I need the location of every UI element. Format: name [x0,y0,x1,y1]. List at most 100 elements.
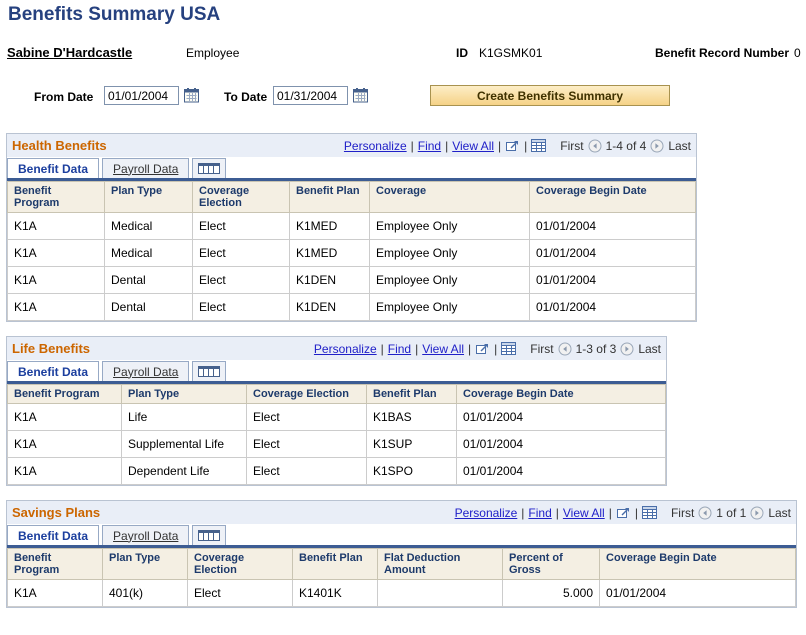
download-grid-icon[interactable] [501,342,517,355]
from-date-calendar-icon[interactable] [184,88,200,103]
from-date-input[interactable] [104,86,179,105]
last-link[interactable]: Last [668,138,691,153]
first-link[interactable]: First [560,138,584,153]
life-benefits-table: Benefit Program Plan Type Coverage Elect… [7,384,666,485]
tab-benefit-data[interactable]: Benefit Data [7,158,100,178]
row-range: 1-4 of 4 [605,138,647,153]
cell: Medical [104,239,193,267]
cell: K1A [7,239,105,267]
last-link[interactable]: Last [638,341,661,356]
previous-arrow-icon[interactable] [558,342,572,356]
column-header: Coverage Begin Date [529,181,696,213]
find-link[interactable]: Find [417,138,442,153]
zoom-grid-icon[interactable] [616,506,631,520]
id-value: K1GSMK01 [479,46,543,60]
show-all-columns-tab[interactable] [192,158,227,178]
last-link[interactable]: Last [768,505,791,520]
cell: Dental [104,266,193,294]
cell: K1A [7,266,105,294]
cell: 01/01/2004 [529,293,696,321]
download-grid-icon[interactable] [641,506,657,519]
zoom-grid-icon[interactable] [505,139,520,153]
find-link[interactable]: Find [387,341,412,356]
table-header-row: Benefit Program Plan Type Coverage Elect… [7,548,796,580]
savings-grid-header-bar: Savings Plans Personalize | Find | View … [7,501,796,524]
tab-payroll-data[interactable]: Payroll Data [102,525,190,545]
savings-plans-section: Savings Plans Personalize | Find | View … [6,500,797,608]
next-arrow-icon[interactable] [620,342,634,356]
cell: K1A [7,212,105,240]
grid-columns-icon [198,163,221,174]
zoom-grid-icon[interactable] [475,342,490,356]
cell: K1A [7,403,122,431]
cell: K1A [7,293,105,321]
next-arrow-icon[interactable] [650,139,664,153]
tab-payroll-data[interactable]: Payroll Data [102,361,190,381]
cell: Elect [246,457,367,485]
column-header: Benefit Plan [366,384,457,404]
table-row: K1A Dental Elect K1DEN Employee Only 01/… [7,293,696,321]
separator: | [524,138,528,153]
section-title-health: Health Benefits [12,138,107,153]
cell: Elect [192,212,290,240]
create-benefits-summary-button[interactable]: Create Benefits Summary [430,85,670,106]
table-header-row: Benefit Program Plan Type Coverage Elect… [7,181,696,213]
page-header: Benefits Summary USA Sabine D'Hardcastle… [0,0,806,133]
cell: Employee Only [369,239,530,267]
employee-type-label: Employee [186,46,240,60]
separator: | [608,505,612,520]
cell: 01/01/2004 [456,430,666,458]
cell: K1SUP [366,430,457,458]
column-header: Coverage [369,181,530,213]
show-all-columns-tab[interactable] [192,361,227,381]
section-title-savings: Savings Plans [12,505,101,520]
next-arrow-icon[interactable] [750,506,764,520]
view-all-link[interactable]: View All [422,341,465,356]
table-row: K1A Dependent Life Elect K1SPO 01/01/200… [7,457,666,485]
first-link[interactable]: First [530,341,554,356]
cell: Elect [192,293,290,321]
cell: Elect [246,403,367,431]
previous-arrow-icon[interactable] [588,139,602,153]
find-link[interactable]: Find [528,505,552,520]
cell: K1MED [289,212,370,240]
benefit-record-number-value: 0 [794,46,801,60]
cell: 01/01/2004 [529,266,696,294]
cell: 01/01/2004 [456,457,666,485]
life-benefits-section: Life Benefits Personalize | Find | View … [6,336,667,486]
separator: | [410,138,414,153]
personalize-link[interactable]: Personalize [343,138,407,153]
view-all-link[interactable]: View All [562,505,605,520]
cell [377,579,503,607]
previous-arrow-icon[interactable] [698,506,712,520]
id-label: ID [456,46,468,60]
health-benefits-section: Health Benefits Personalize | Find | Vie… [6,133,697,322]
page-title: Benefits Summary USA [8,4,221,25]
to-date-input[interactable] [273,86,348,105]
cell: Employee Only [369,212,530,240]
tab-benefit-data[interactable]: Benefit Data [7,525,100,545]
first-link[interactable]: First [670,505,695,520]
personalize-link[interactable]: Personalize [313,341,377,356]
to-date-calendar-icon[interactable] [353,88,369,103]
download-grid-icon[interactable] [531,139,547,152]
column-header: Flat Deduction Amount [377,548,503,580]
column-header: Coverage Begin Date [599,548,796,580]
separator: | [415,341,419,356]
tab-benefit-data[interactable]: Benefit Data [7,361,100,381]
section-title-life: Life Benefits [12,341,91,356]
grid-columns-icon [198,366,221,377]
view-all-link[interactable]: View All [452,138,495,153]
show-all-columns-tab[interactable] [192,525,227,545]
separator: | [494,341,498,356]
employee-name: Sabine D'Hardcastle [7,45,133,60]
grid-columns-icon [198,530,221,541]
table-header-row: Benefit Program Plan Type Coverage Elect… [7,384,666,404]
column-header: Coverage Election [187,548,293,580]
tab-payroll-data[interactable]: Payroll Data [102,158,190,178]
column-header: Coverage Election [192,181,290,213]
table-row: K1A Dental Elect K1DEN Employee Only 01/… [7,266,696,294]
cell: 401(k) [102,579,188,607]
personalize-link[interactable]: Personalize [454,505,518,520]
cell: Elect [246,430,367,458]
